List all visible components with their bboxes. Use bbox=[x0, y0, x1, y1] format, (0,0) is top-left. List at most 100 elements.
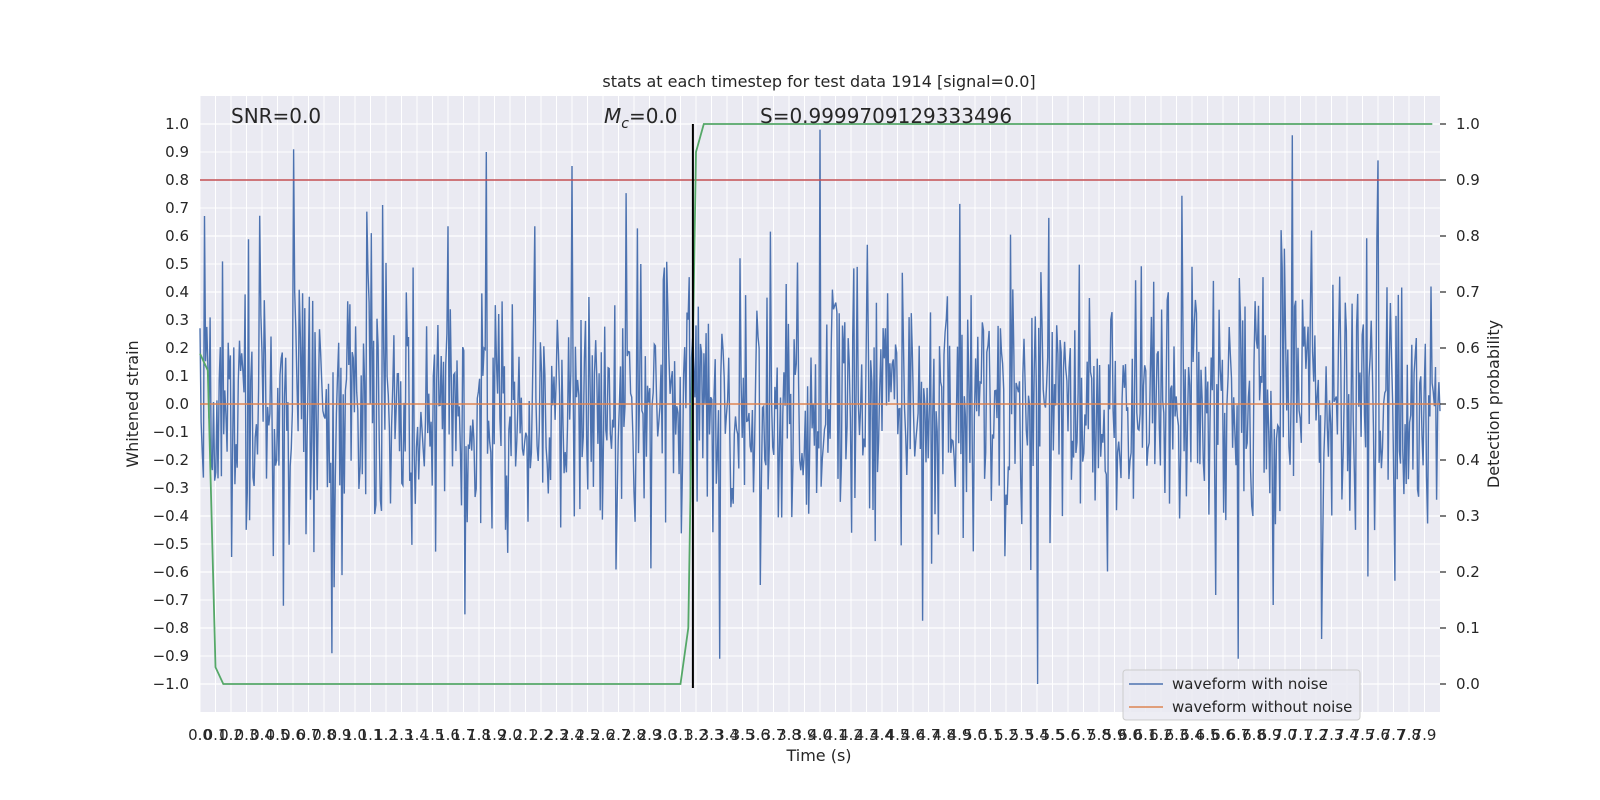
x-tick-label: 5.4 bbox=[1025, 726, 1049, 744]
x-tick-label: 7.5 bbox=[1351, 726, 1375, 744]
x-tick-label: 7.8 bbox=[1397, 726, 1421, 744]
mc-annotation: Mc=0.0 bbox=[604, 104, 678, 132]
x-tick-label: 0.5 bbox=[266, 726, 290, 744]
detection-probability-line bbox=[199, 123, 1433, 685]
y-tick-label: −0.5 bbox=[153, 535, 189, 553]
x-tick-label: 3.2 bbox=[684, 726, 708, 744]
y2-tick-label: 0.1 bbox=[1456, 619, 1480, 637]
x-tick-label: 1.2 bbox=[374, 726, 398, 744]
x-tick-label: 4.3 bbox=[855, 726, 879, 744]
y2-tick-label: 0.4 bbox=[1456, 451, 1480, 469]
x-tick-label: 2.5 bbox=[576, 726, 600, 744]
y2-tick-label: 0.6 bbox=[1456, 339, 1480, 357]
x-axis-label: Time (s) bbox=[785, 746, 851, 765]
waveform-with-noise-line bbox=[199, 129, 1441, 685]
x-tick-label: 5.9 bbox=[1103, 726, 1127, 744]
x-tick-label: 6.9 bbox=[1258, 726, 1282, 744]
chart-title: stats at each timestep for test data 191… bbox=[602, 72, 1035, 91]
y-tick-label: 0.5 bbox=[165, 255, 189, 273]
x-tick-label: 2.0 bbox=[498, 726, 522, 744]
x-tick-label: 7.0 bbox=[1273, 726, 1297, 744]
x-tick-label: 1.3 bbox=[390, 726, 414, 744]
x-tick-label: 3.7 bbox=[762, 726, 786, 744]
x-tick-label: 0.8 bbox=[312, 726, 336, 744]
y2-tick-label: 0.2 bbox=[1456, 563, 1480, 581]
mc-value: =0.0 bbox=[629, 104, 678, 128]
s-annotation: S=0.9999709129333496 bbox=[760, 104, 1012, 128]
x-tick-label: 2.4 bbox=[560, 726, 584, 744]
y-tick-label: −0.1 bbox=[153, 423, 189, 441]
x-tick-label: 7.4 bbox=[1335, 726, 1359, 744]
x-tick-label: 1.9 bbox=[483, 726, 507, 744]
x-tick-label: 5.0 bbox=[963, 726, 987, 744]
x-tick-label: 3.8 bbox=[777, 726, 801, 744]
x-tick-label: 2.1 bbox=[514, 726, 538, 744]
x-tick-label: 5.8 bbox=[1087, 726, 1111, 744]
x-tick-label: 5.6 bbox=[1056, 726, 1080, 744]
x-tick-label: 1.5 bbox=[421, 726, 445, 744]
y2-tick-label: 0.0 bbox=[1456, 675, 1480, 693]
x-tick-label: 0.4 bbox=[250, 726, 274, 744]
x-axis-ticks: 0.00.10.20.30.40.50.60.70.80.91.01.11.21… bbox=[188, 726, 1436, 744]
x-tick-label: 7.1 bbox=[1289, 726, 1313, 744]
y-tick-label: −0.8 bbox=[153, 619, 189, 637]
series-waveform-with-noise bbox=[199, 129, 1441, 685]
x-tick-label: 3.6 bbox=[746, 726, 770, 744]
x-tick-label: 1.6 bbox=[436, 726, 460, 744]
x-tick-label: 0.3 bbox=[235, 726, 259, 744]
y2-tick-label: 0.3 bbox=[1456, 507, 1480, 525]
x-tick-label: 4.1 bbox=[824, 726, 848, 744]
y-tick-label: −0.9 bbox=[153, 647, 189, 665]
x-tick-label: 1.0 bbox=[343, 726, 367, 744]
x-tick-label: 2.8 bbox=[622, 726, 646, 744]
y-tick-label: −0.7 bbox=[153, 591, 189, 609]
x-tick-label: 3.3 bbox=[700, 726, 724, 744]
x-tick-label: 7.6 bbox=[1366, 726, 1390, 744]
x-tick-label: 3.0 bbox=[653, 726, 677, 744]
x-tick-label: 5.3 bbox=[1010, 726, 1034, 744]
x-tick-label: 1.4 bbox=[405, 726, 429, 744]
x-tick-label: 1.8 bbox=[467, 726, 491, 744]
x-tick-label: 6.8 bbox=[1242, 726, 1266, 744]
y-tick-label: −0.4 bbox=[153, 507, 189, 525]
x-tick-label: 4.0 bbox=[808, 726, 832, 744]
x-tick-label: 3.4 bbox=[715, 726, 739, 744]
x-tick-label: 6.7 bbox=[1227, 726, 1251, 744]
y-tick-label: 0.4 bbox=[165, 283, 189, 301]
x-tick-label: 1.7 bbox=[452, 726, 476, 744]
y-tick-label: −0.6 bbox=[153, 563, 189, 581]
y-axis-label: Whitened strain bbox=[123, 340, 142, 467]
x-tick-label: 7.9 bbox=[1413, 726, 1437, 744]
x-tick-label: 4.5 bbox=[886, 726, 910, 744]
x-tick-label: 2.3 bbox=[545, 726, 569, 744]
x-tick-label: 5.7 bbox=[1072, 726, 1096, 744]
x-tick-label: 7.7 bbox=[1382, 726, 1406, 744]
x-tick-label: 6.3 bbox=[1165, 726, 1189, 744]
x-tick-label: 0.7 bbox=[297, 726, 321, 744]
y2-axis-label: Detection probability bbox=[1484, 320, 1503, 488]
x-tick-label: 0.1 bbox=[204, 726, 228, 744]
legend-label-noise: waveform with noise bbox=[1172, 675, 1328, 693]
x-tick-label: 3.5 bbox=[731, 726, 755, 744]
x-tick-label: 6.4 bbox=[1180, 726, 1204, 744]
x-tick-label: 7.3 bbox=[1320, 726, 1344, 744]
y2-tick-label: 0.9 bbox=[1456, 171, 1480, 189]
x-tick-label: 2.9 bbox=[638, 726, 662, 744]
x-tick-label: 1.1 bbox=[359, 726, 383, 744]
x-tick-label: 7.2 bbox=[1304, 726, 1328, 744]
x-tick-label: 2.7 bbox=[607, 726, 631, 744]
snr-annotation: SNR=0.0 bbox=[231, 104, 321, 128]
x-tick-label: 4.8 bbox=[932, 726, 956, 744]
y-tick-label: 1.0 bbox=[165, 115, 189, 133]
x-tick-label: 5.1 bbox=[979, 726, 1003, 744]
y2-tick-label: 0.7 bbox=[1456, 283, 1480, 301]
x-tick-label: 2.2 bbox=[529, 726, 553, 744]
legend-label-clean: waveform without noise bbox=[1172, 698, 1352, 716]
legend: waveform with noise waveform without noi… bbox=[1122, 669, 1361, 721]
x-tick-label: 6.5 bbox=[1196, 726, 1220, 744]
y-tick-label: 0.9 bbox=[165, 143, 189, 161]
y2-tick-label: 1.0 bbox=[1456, 115, 1480, 133]
y-tick-label: 0.6 bbox=[165, 227, 189, 245]
x-tick-label: 5.2 bbox=[994, 726, 1018, 744]
